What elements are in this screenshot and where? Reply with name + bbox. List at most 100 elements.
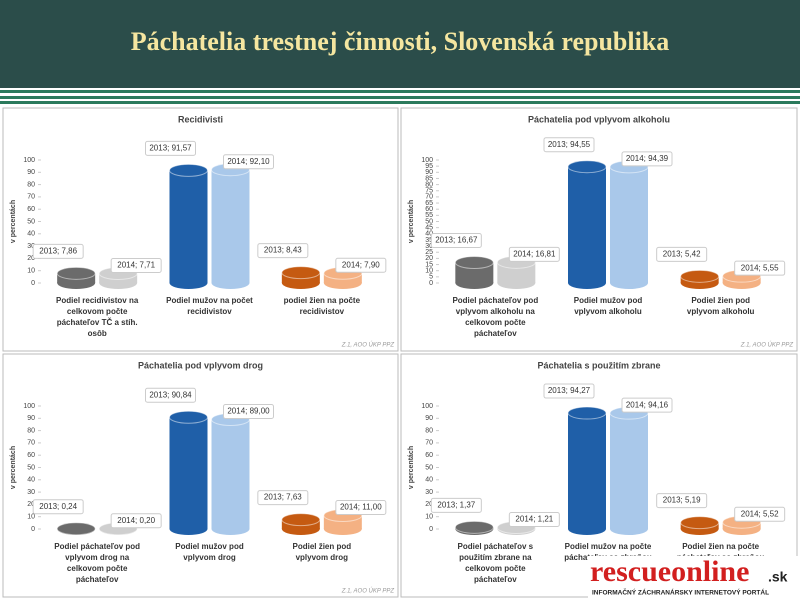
- y-tick-label: 85: [425, 175, 433, 182]
- value-label: 2013; 7,63: [264, 493, 302, 502]
- value-label: 2014; 11,00: [340, 503, 382, 512]
- cylinder: [57, 523, 95, 535]
- logo-name: rescueonline: [590, 555, 749, 588]
- cylinder-top: [57, 523, 95, 535]
- y-tick-label: 10: [27, 514, 35, 521]
- cylinder: [610, 161, 648, 289]
- chart-title: Páchatelia pod vplyvom drog: [138, 360, 263, 370]
- source-note: Z.1, AOO ÚKP PPZ: [341, 342, 395, 349]
- value-label: 2013; 94,55: [548, 140, 591, 149]
- y-tick-label: 100: [421, 157, 433, 164]
- cylinder-top: [282, 267, 320, 279]
- y-tick-label: 100: [23, 403, 35, 410]
- y-tick-label: 70: [425, 440, 433, 447]
- bar: [568, 167, 606, 283]
- cylinder-top: [681, 270, 719, 282]
- cylinder: [568, 407, 606, 535]
- cylinder-top: [568, 161, 606, 173]
- value-label: 2014; 1,21: [515, 515, 553, 524]
- y-tick-label: 30: [425, 489, 433, 496]
- cylinder-top: [455, 256, 493, 268]
- y-tick-label: 100: [421, 403, 433, 410]
- y-tick-label: 50: [425, 464, 433, 471]
- value-label: 2014; 94,39: [626, 154, 669, 163]
- y-tick-label: 25: [425, 249, 433, 256]
- source-note: Z.1, AOO ÚKP PPZ: [740, 342, 794, 349]
- value-label: 2014; 94,16: [626, 400, 669, 409]
- y-tick-label: 90: [425, 415, 433, 422]
- y-tick-label: 0: [429, 526, 433, 533]
- logo-tld: .sk: [768, 569, 788, 585]
- y-tick-label: 75: [425, 188, 433, 195]
- cylinder-top: [681, 517, 719, 529]
- cylinder: [57, 267, 95, 289]
- value-label: 2013; 91,57: [149, 143, 192, 152]
- y-tick-label: 60: [27, 206, 35, 213]
- chart-title: Páchatelia pod vplyvom alkoholu: [528, 114, 670, 124]
- bar: [170, 417, 208, 529]
- y-tick-label: 60: [425, 206, 433, 213]
- y-tick-label: 45: [425, 224, 433, 231]
- y-tick-label: 80: [27, 427, 35, 434]
- cylinder: [568, 161, 606, 289]
- cylinder: [212, 414, 250, 535]
- chart-title: Recidivisti: [178, 114, 223, 124]
- y-tick-label: 60: [425, 452, 433, 459]
- y-tick-label: 70: [425, 194, 433, 201]
- y-tick-label: 10: [27, 268, 35, 275]
- y-axis-label: v percentách: [408, 446, 415, 489]
- y-tick-label: 60: [27, 452, 35, 459]
- y-tick-label: 10: [425, 514, 433, 521]
- cylinder-top: [170, 164, 208, 176]
- y-tick-label: 80: [27, 181, 35, 188]
- cylinder: [282, 514, 320, 535]
- value-label: 2013; 94,27: [548, 386, 591, 395]
- cylinder: [610, 407, 648, 535]
- bar: [610, 167, 648, 283]
- y-tick-label: 70: [27, 194, 35, 201]
- y-tick-label: 40: [27, 231, 35, 238]
- value-label: 2013; 1,37: [437, 500, 475, 509]
- value-label: 2013; 16,67: [435, 236, 478, 245]
- cylinder-top: [170, 411, 208, 423]
- cylinder: [681, 270, 719, 289]
- value-label: 2014; 7,71: [117, 261, 155, 270]
- value-label: 2013; 7,86: [39, 246, 77, 255]
- chart-title: Páchatelia s použitím zbrane: [537, 360, 660, 370]
- bar: [170, 170, 208, 283]
- cylinder-top: [568, 407, 606, 419]
- logo-tagline: INFORMAČNÝ ZÁCHRANÁRSKY INTERNETOVÝ PORT…: [592, 588, 769, 597]
- y-tick-label: 0: [31, 280, 35, 287]
- y-tick-label: 10: [425, 268, 433, 275]
- y-tick-label: 50: [27, 464, 35, 471]
- stripe: [0, 90, 800, 93]
- bar: [212, 170, 250, 283]
- logo: rescueonline .sk INFORMAČNÝ ZÁCHRANÁRSKY…: [588, 555, 798, 598]
- y-tick-label: 55: [425, 212, 433, 219]
- y-tick-label: 50: [27, 218, 35, 225]
- bar: [212, 420, 250, 529]
- value-label: 2013; 8,43: [264, 246, 302, 255]
- y-tick-label: 40: [27, 477, 35, 484]
- y-tick-label: 15: [425, 261, 433, 268]
- y-tick-label: 100: [23, 157, 35, 164]
- value-label: 2013; 5,42: [663, 249, 701, 258]
- value-label: 2013; 90,84: [149, 390, 192, 399]
- y-tick-label: 5: [429, 274, 433, 281]
- value-label: 2013; 5,19: [663, 496, 701, 505]
- source-note: Z.1, AOO ÚKP PPZ: [341, 588, 395, 595]
- y-tick-label: 70: [27, 440, 35, 447]
- y-axis-label: v percentách: [10, 446, 17, 489]
- cylinder: [170, 164, 208, 289]
- cylinder: [455, 521, 493, 535]
- value-label: 2014; 16,81: [513, 249, 556, 258]
- cylinder-top: [455, 521, 493, 533]
- value-label: 2014; 5,52: [741, 509, 779, 518]
- y-tick-label: 90: [425, 169, 433, 176]
- cylinder: [212, 164, 250, 289]
- y-tick-label: 0: [31, 526, 35, 533]
- y-tick-label: 95: [425, 163, 433, 170]
- stripe: [0, 101, 800, 104]
- y-tick-label: 30: [27, 489, 35, 496]
- value-label: 2014; 7,90: [342, 260, 380, 269]
